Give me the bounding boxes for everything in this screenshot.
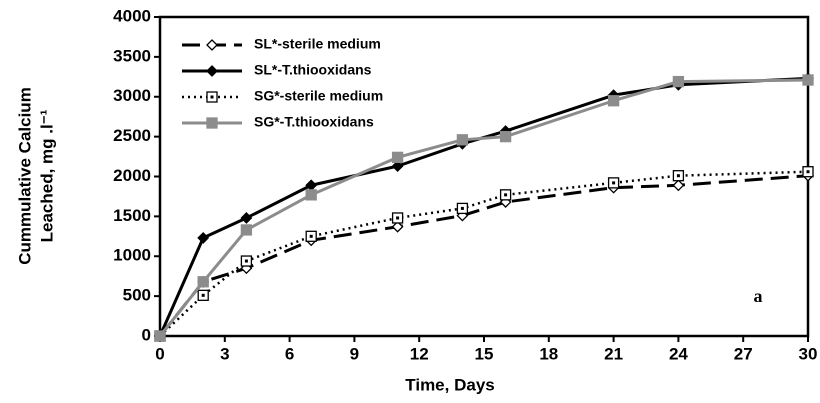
x-tick-label: 21 — [604, 344, 623, 363]
y-tick-label: 3000 — [113, 86, 151, 105]
x-tick-label: 0 — [155, 344, 164, 363]
marker-dot — [309, 234, 313, 238]
y-axis-title: Leached, mg .l⁻¹ — [37, 109, 56, 242]
marker — [456, 134, 469, 146]
y-tick-label: 500 — [123, 286, 151, 305]
marker — [672, 75, 685, 88]
y-tick-label: 2500 — [113, 126, 151, 145]
marker — [391, 160, 404, 173]
x-tick-label: 18 — [539, 344, 558, 363]
marker — [154, 330, 166, 342]
y-axis-title: Cummulative Calcium — [15, 87, 34, 265]
y-tick-label: 1000 — [113, 246, 151, 265]
marker — [672, 179, 685, 192]
y-tick-label: 4000 — [113, 6, 151, 25]
series-line — [158, 174, 809, 337]
annotation: a — [754, 286, 763, 306]
marker — [607, 95, 620, 107]
x-tick-label: 24 — [669, 344, 688, 363]
marker — [802, 74, 814, 86]
marker-dot — [201, 293, 205, 297]
marker — [305, 179, 318, 192]
legend-label: SG*-sterile medium — [254, 88, 383, 104]
legend-marker — [206, 117, 218, 129]
y-tick-label: 1500 — [113, 206, 151, 225]
legend-marker — [206, 39, 218, 51]
marker-dot — [504, 193, 508, 197]
marker-dot — [612, 181, 616, 185]
x-tick-label: 30 — [799, 344, 818, 363]
marker-dot — [244, 259, 248, 263]
marker — [240, 224, 253, 236]
x-tick-label: 12 — [410, 344, 429, 363]
y-tick-label: 0 — [142, 325, 151, 344]
x-tick-label: 6 — [285, 344, 294, 363]
marker — [240, 212, 253, 224]
marker — [197, 231, 210, 244]
legend-marker — [206, 65, 218, 77]
y-tick-label: 3500 — [113, 46, 151, 65]
marker — [499, 130, 512, 143]
x-tick-label: 3 — [220, 344, 229, 363]
marker-dot — [396, 216, 400, 220]
marker — [197, 276, 209, 288]
marker — [305, 189, 317, 201]
marker — [391, 220, 404, 233]
series-line — [159, 170, 809, 337]
legend-label: SG*-T.thiooxidans — [254, 114, 374, 130]
x-tick-label: 15 — [475, 344, 494, 363]
series-line — [158, 78, 809, 337]
y-tick-label: 2000 — [113, 166, 151, 185]
legend-label: SL*-sterile medium — [254, 36, 381, 52]
x-tick-label: 9 — [350, 344, 359, 363]
marker-dot — [210, 95, 214, 99]
x-tick-label: 27 — [734, 344, 753, 363]
marker — [391, 151, 404, 164]
marker-dot — [676, 174, 680, 178]
legend-label: SL*-T.thiooxidans — [254, 62, 372, 78]
x-axis-title: Time, Days — [405, 375, 494, 394]
marker-dot — [806, 170, 810, 174]
marker-dot — [460, 206, 464, 210]
